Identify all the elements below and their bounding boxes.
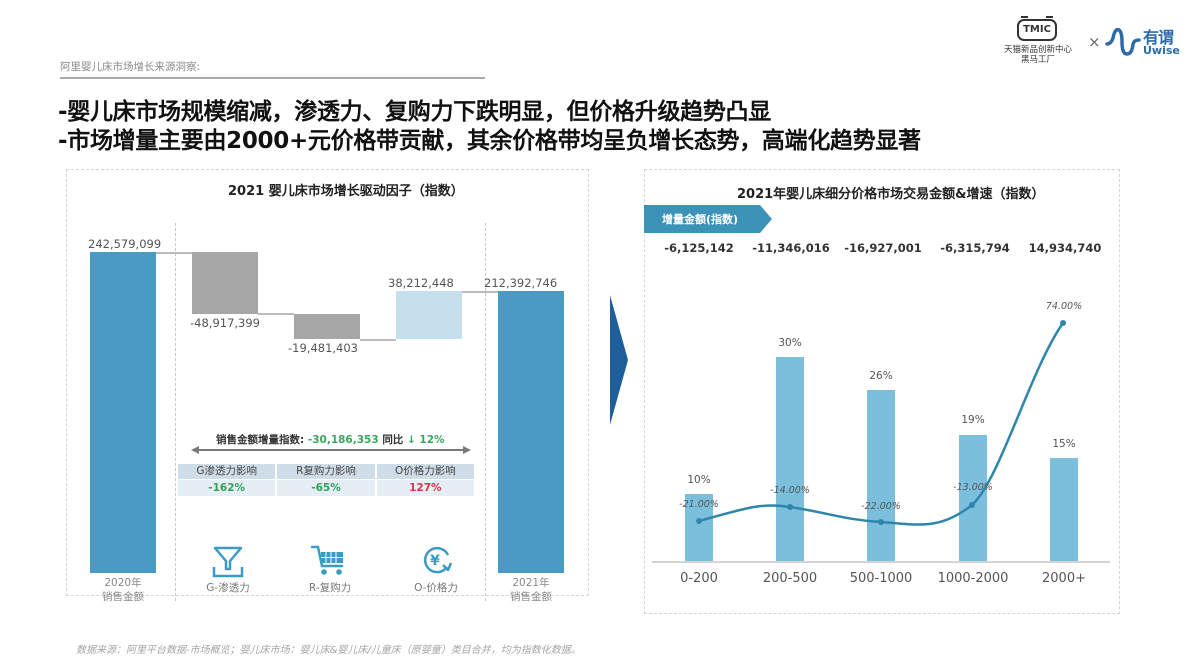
data-source-footnote: 数据来源：阿里平台数据-市场概览；婴儿床市场：婴儿床&婴儿床/儿童床（原婴童）类… <box>76 645 581 656</box>
connector-line <box>462 291 498 293</box>
transition-arrow-icon <box>610 295 628 425</box>
growth-label-200-500: -14.00% <box>770 485 810 496</box>
share-bar-500-1000 <box>867 390 895 561</box>
share-bar-200-500 <box>776 357 804 561</box>
share-label-2000-plus: 15% <box>1052 438 1076 450</box>
summary-value: -30,186,353 <box>307 434 379 446</box>
bar-r-repurchase <box>294 314 360 339</box>
share-bar-0-200 <box>685 494 713 561</box>
growth-label-2000-plus: 74.00% <box>1045 301 1083 312</box>
tmic-subtitle: 天猫新品创新中心 黑马工厂 <box>994 45 1082 65</box>
impact-header-r: R复购力影响 <box>277 464 375 479</box>
increment-badge-label: 增量金额(指数) <box>662 213 739 226</box>
bar-label-2020-year: 2020年 <box>104 577 142 589</box>
impact-header-o: O价格力影响 <box>376 464 474 479</box>
growth-label-0-200: -21.00% <box>679 499 719 510</box>
increment-value-200-500: -11,346,016 <box>752 241 830 255</box>
bar-label-2020-metric: 销售金额 <box>102 591 144 603</box>
x-label-200-500: 200-500 <box>762 571 818 586</box>
bar-o-price <box>396 291 462 339</box>
collab-separator: × <box>1088 33 1101 51</box>
bar-value-r: -19,481,403 <box>288 341 358 355</box>
x-axis <box>652 561 1110 563</box>
growth-rate-line <box>696 320 1066 526</box>
share-label-500-1000: 26% <box>869 370 893 382</box>
bar-g-penetration <box>192 252 258 314</box>
uwise-name-cn: 有谓 <box>1143 28 1174 47</box>
price-segment-title: 2021年婴儿床细分价格市场交易金额&增速（指数） <box>737 187 1045 202</box>
icon-label-g: G-渗透力 <box>206 582 250 594</box>
summary-label: 销售金额增量指数: <box>216 434 305 446</box>
growth-label-500-1000: -22.00% <box>861 501 901 512</box>
growth-label-1000-2000: -13.00% <box>953 482 993 493</box>
bar-value-o: 38,212,448 <box>388 276 454 290</box>
bar-2020-sales <box>90 252 156 573</box>
funnel-icon <box>212 546 244 578</box>
increment-badge-shape <box>644 205 772 233</box>
x-label-2000-plus: 2000+ <box>1042 571 1086 586</box>
share-label-200-500: 30% <box>778 337 802 349</box>
headline-2: -市场增量主要由2000+元价格带贡献，其余价格带均呈负增长态势，高端化趋势显著 <box>58 128 921 154</box>
sales-increment-summary: 销售金额增量指数: -30,186,353 同比 ↓ 12% <box>216 432 445 447</box>
yuan-cycle-icon: ¥ <box>423 546 453 574</box>
bar-label-2021-metric: 销售金额 <box>510 591 552 603</box>
connector-line <box>258 313 294 315</box>
share-bar-1000-2000 <box>959 435 987 561</box>
increment-value-500-1000: -16,927,001 <box>844 241 922 255</box>
increment-value-1000-2000: -6,315,794 <box>940 241 1010 255</box>
divider-right <box>485 223 486 601</box>
bar-label-2020: 2020年 销售金额 <box>83 576 163 604</box>
bar-value-2021: 212,392,746 <box>484 276 558 290</box>
header-divider <box>60 77 485 79</box>
x-label-500-1000: 500-1000 <box>849 571 913 586</box>
tmic-subtitle-line-1: 天猫新品创新中心 <box>1003 45 1072 55</box>
tmic-ear-icon <box>1046 16 1053 22</box>
bar-label-2021-year: 2021年 <box>512 577 550 589</box>
arrow-left-icon <box>191 446 199 454</box>
x-label-0-200: 0-200 <box>680 571 718 586</box>
icon-label-o: O-价格力 <box>414 582 458 594</box>
breadcrumb: 阿里婴儿床市场增长来源洞察: <box>60 61 201 73</box>
uwise-name-en: Uwise <box>1143 44 1180 57</box>
share-bar-2000-plus <box>1050 458 1078 561</box>
share-label-1000-2000: 19% <box>961 414 985 426</box>
arrow-right-icon <box>463 446 471 454</box>
x-label-1000-2000: 1000-2000 <box>937 571 1009 586</box>
summary-yoy-value: ↓ 12% <box>406 434 445 446</box>
waterfall-panel <box>66 169 589 596</box>
summary-yoy-label: 同比 <box>382 434 404 446</box>
cart-icon <box>310 545 344 575</box>
increment-value-0-200: -6,125,142 <box>664 241 734 255</box>
impact-value-o: 127% <box>376 480 474 496</box>
tmic-logo <box>1015 14 1061 44</box>
price-segment-panel <box>644 169 1120 614</box>
uwise-wave-icon <box>1105 27 1141 56</box>
icon-label-r: R-复购力 <box>308 582 352 594</box>
double-arrow-line <box>196 449 466 451</box>
connector-line <box>156 252 192 254</box>
tmic-ear-icon <box>1021 16 1028 22</box>
bar-label-2021: 2021年 销售金额 <box>491 576 571 604</box>
impact-value-g: -162% <box>178 480 276 496</box>
divider-left <box>175 223 176 601</box>
bar-2021-sales <box>498 291 564 573</box>
tmic-subtitle-line-2: 黑马工厂 <box>1020 55 1055 65</box>
impact-table: G渗透力影响 R复购力影响 O价格力影响 -162% -65% 127% <box>178 464 474 496</box>
waterfall-title: 2021 婴儿床市场增长驱动因子（指数） <box>228 184 464 199</box>
tmic-mark: TMIC <box>1017 19 1057 41</box>
bar-value-g: -48,917,399 <box>190 316 260 330</box>
impact-value-r: -65% <box>277 480 375 496</box>
bar-value-2020: 242,579,099 <box>88 237 162 251</box>
connector-line <box>360 339 396 341</box>
share-label-0-200: 10% <box>687 474 711 486</box>
increment-value-2000-plus: 14,934,740 <box>1028 241 1102 255</box>
impact-header-g: G渗透力影响 <box>178 464 276 479</box>
svg-text:¥: ¥ <box>430 553 440 569</box>
headline-1: -婴儿床市场规模缩减，渗透力、复购力下跌明显，但价格升级趋势凸显 <box>58 99 771 125</box>
